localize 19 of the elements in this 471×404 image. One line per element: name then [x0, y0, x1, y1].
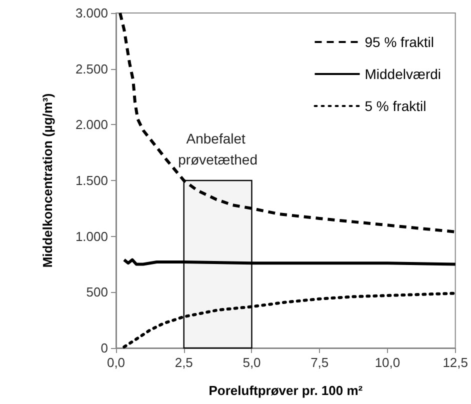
legend-label: Middelværdi — [364, 66, 441, 82]
x-tick-label: 2,5 — [174, 355, 193, 370]
x-tick-label: 0,0 — [106, 355, 126, 370]
x-tick-label: 7,5 — [310, 355, 329, 370]
legend-label: 5 % fraktil — [364, 98, 426, 114]
legend-label: 95 % fraktil — [364, 34, 434, 50]
band-label: Anbefalet prøvetæthed — [178, 130, 258, 168]
y-tick-label: 2.500 — [75, 61, 108, 76]
x-tick-label: 10,0 — [374, 355, 400, 370]
x-tick-label: 12,5 — [442, 355, 468, 370]
y-tick-label: 3.000 — [75, 6, 108, 20]
x-axis-title: Poreluftprøver pr. 100 m² — [208, 383, 364, 398]
y-tick-label: 2.000 — [75, 117, 108, 132]
y-tick-label: 500 — [86, 284, 108, 300]
y-tick-label: 1.500 — [75, 173, 108, 188]
y-tick-label: 0 — [100, 340, 108, 356]
y-tick-label: 1.000 — [75, 228, 108, 244]
x-tick-label: 5,0 — [242, 355, 261, 370]
y-axis-title: Middelkoncentration (µg/m³) — [40, 93, 55, 268]
